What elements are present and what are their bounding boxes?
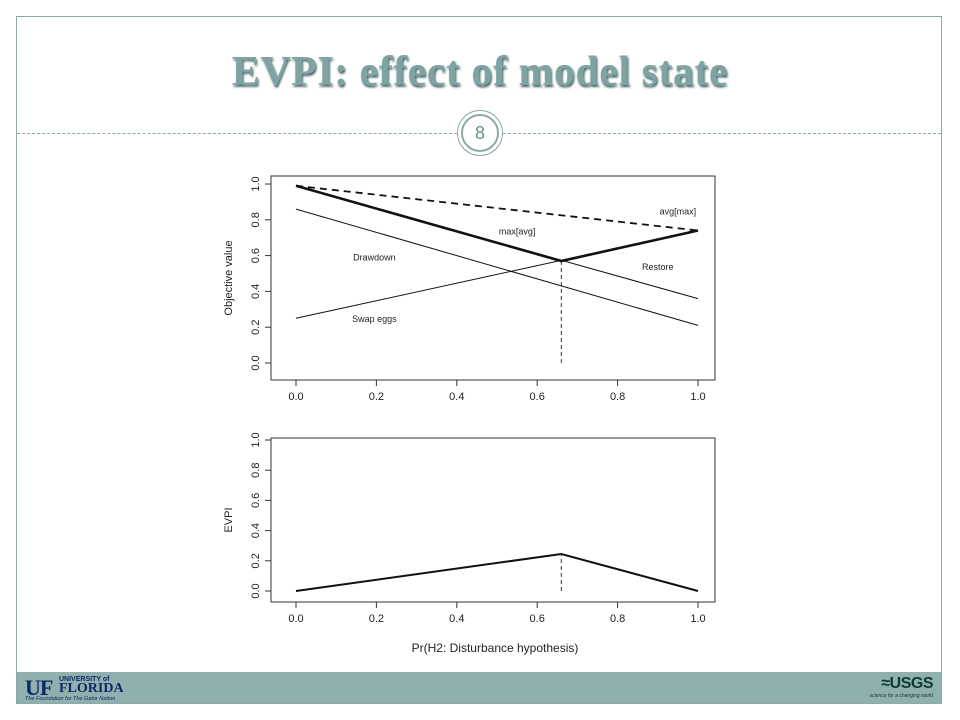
footer-bar: UF UNIVERSITY of FLORIDA The Foundation … (17, 672, 941, 703)
chart2-y-tick-label: 0.6 (250, 493, 262, 508)
chart2-y-axis-label: EVPI (223, 507, 235, 532)
usgs-logo-tagline: science for a changing world (869, 693, 933, 699)
uf-logo-university: UNIVERSITY of (59, 676, 110, 683)
chart1-y-tick-label: 0.2 (250, 320, 262, 335)
uf-logo-name: FLORIDA (59, 681, 124, 696)
chart1-x-tick-label: 0.6 (530, 391, 545, 403)
chart1-y-tick-label: 1.0 (250, 176, 262, 191)
chart1-label-max-avg: max[avg] (499, 226, 536, 236)
header-rule-right (503, 133, 941, 134)
chart1-series-drawdown (295, 208, 699, 326)
chart1-x-tick-label: 1.0 (690, 391, 705, 403)
chart1-y-tick-label: 0.4 (250, 284, 262, 299)
slide-title: EVPI: effect of model state (231, 49, 729, 95)
plot-area: 0.0 0.2 0.4 0.6 0.8 1.0 0.0 0.2 0.4 0.6 0.8 1.0 Obje… (220, 165, 740, 670)
chart1-label-restore: Restore (642, 262, 674, 272)
chart1-series-max-avg (295, 184, 699, 263)
chart1-series-avg-max (295, 184, 699, 232)
chart1-y-tick-label: 0.0 (250, 355, 262, 370)
chart2-y-tick-label: 0.0 (250, 583, 262, 598)
chart1-x-tick-label: 0.0 (288, 391, 303, 403)
chart1-y-tick-label: 0.8 (250, 212, 262, 227)
usgs-logo-mark: ≈USGS (881, 675, 933, 692)
chart1-x-tick-label: 0.8 (610, 391, 625, 403)
chart1-x-tick-label: 0.4 (449, 391, 464, 403)
chart2-x-tick-label: 0.2 (369, 613, 384, 625)
chart2-x-tick-label: 0.6 (530, 613, 545, 625)
chart2-y-tick-label: 0.8 (250, 463, 262, 478)
chart1-plot-box (270, 175, 716, 381)
page-number-badge: 8 (457, 110, 503, 156)
usgs-logo: ≈USGS science for a changing world (865, 675, 934, 700)
chart1-y-tick-label: 0.6 (250, 248, 262, 263)
uf-logo-tagline: The Foundation for The Gator Nation (25, 696, 116, 702)
chart1-label-avg-max: avg[max] (660, 207, 697, 217)
slide-frame (16, 16, 942, 704)
chart2-x-tick-label: 1.0 (690, 613, 705, 625)
chart1-label-drawdown: Drawdown (353, 252, 396, 262)
chart2-y-tick-label: 1.0 (250, 432, 262, 447)
chart2-x-tick-label: 0.0 (288, 613, 303, 625)
chart-svg: 0.0 0.2 0.4 0.6 0.8 1.0 0.0 0.2 0.4 0.6 0.8 1.0 Obje… (223, 175, 716, 655)
chart2-x-axis-label: Pr(H2: Disturbance hypothesis) (412, 641, 579, 655)
chart2-y-tick-label: 0.4 (250, 523, 262, 538)
page-number: 8 (461, 114, 499, 152)
chart1-label-swap-eggs: Swap eggs (352, 314, 397, 324)
chart1-x-tick-label: 0.2 (369, 391, 384, 403)
chart2-y-tick-label: 0.2 (250, 553, 262, 568)
header-rule-left (17, 133, 457, 134)
chart2-series-evpi (295, 552, 699, 592)
chart1-y-axis-label: Objective value (223, 240, 235, 315)
chart2-plot-box (270, 437, 716, 603)
uf-logo-mark: UF (25, 675, 53, 700)
chart2-x-tick-label: 0.4 (449, 613, 464, 625)
chart2-x-tick-label: 0.8 (610, 613, 625, 625)
